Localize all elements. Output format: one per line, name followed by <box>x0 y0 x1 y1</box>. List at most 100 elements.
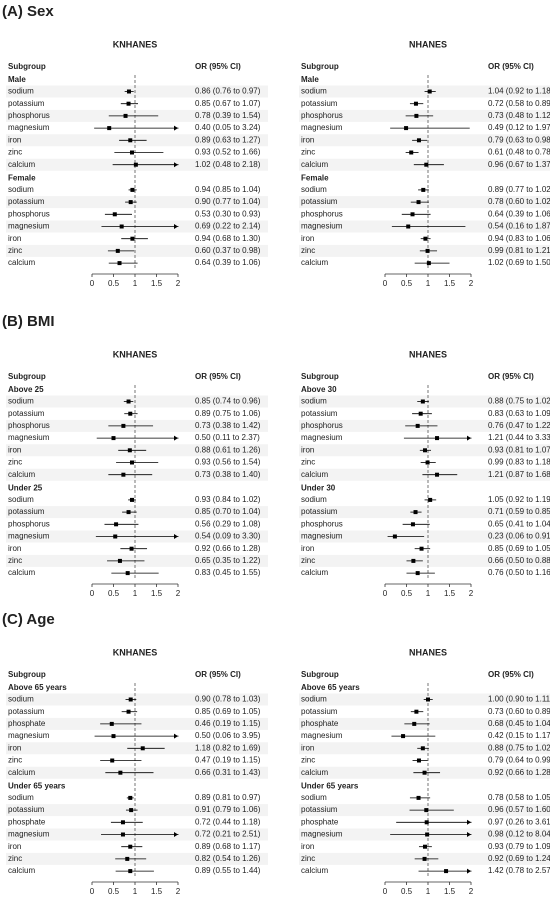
x-tick-label: 1.5 <box>151 589 163 598</box>
value-label: 0.94 (0.85 to 1.04) <box>195 185 261 194</box>
x-tick-label: 1 <box>133 589 138 598</box>
overflow-arrow <box>467 832 471 837</box>
value-label: 0.65 (0.41 to 1.04) <box>488 519 550 528</box>
point-estimate <box>129 808 134 813</box>
value-label: 0.94 (0.68 to 1.30) <box>195 234 261 243</box>
x-tick-label: 2 <box>176 589 181 598</box>
value-label: 0.99 (0.81 to 1.21) <box>488 246 550 255</box>
panel-title: KNHANES <box>113 349 158 359</box>
row-label: sodium <box>8 495 34 504</box>
value-label: 1.04 (0.92 to 1.18) <box>488 87 550 96</box>
column-header: Subgroup <box>8 670 46 679</box>
row-label: phosphate <box>301 817 339 826</box>
row-label: phosphorus <box>8 111 50 120</box>
column-header: OR (95% CI) <box>488 62 534 71</box>
point-estimate <box>129 546 134 551</box>
point-estimate <box>416 795 421 800</box>
point-estimate <box>425 460 430 465</box>
group-label: Under 25 <box>8 484 43 493</box>
value-label: 0.85 (0.67 to 1.07) <box>195 99 261 108</box>
row-label: calcium <box>301 768 328 777</box>
value-label: 0.93 (0.52 to 1.66) <box>195 148 261 157</box>
value-label: 0.94 (0.83 to 1.06) <box>488 234 550 243</box>
row-label: magnesium <box>301 433 343 442</box>
x-tick-label: 0 <box>383 589 388 598</box>
point-estimate <box>415 423 420 428</box>
point-estimate <box>126 101 131 106</box>
value-label: 0.72 (0.21 to 2.51) <box>195 830 261 839</box>
row-label: phosphorus <box>301 209 343 218</box>
column-header: OR (95% CI) <box>488 670 534 679</box>
x-tick-label: 2 <box>176 887 181 896</box>
row-label: potassium <box>301 805 338 814</box>
forest-panel: NHANES Subgroup OR (95% CI) Male Female sodiu… <box>299 39 550 288</box>
x-tick-label: 0.5 <box>108 887 120 896</box>
value-label: 1.42 (0.78 to 2.57) <box>488 866 550 875</box>
value-label: 0.82 (0.54 to 1.26) <box>195 854 261 863</box>
row-label: magnesium <box>301 731 343 740</box>
point-estimate <box>428 497 433 502</box>
value-label: 0.90 (0.77 to 1.04) <box>195 197 261 206</box>
point-estimate <box>112 212 117 217</box>
point-estimate <box>435 436 440 441</box>
x-tick-label: 0.5 <box>401 887 413 896</box>
value-label: 0.64 (0.39 to 1.06) <box>195 258 261 267</box>
section-heading: (B) BMI <box>2 313 55 330</box>
value-label: 0.89 (0.63 to 1.27) <box>195 135 261 144</box>
overflow-arrow <box>174 832 178 837</box>
x-tick-label: 1 <box>426 589 431 598</box>
value-label: 0.85 (0.69 to 1.05) <box>488 544 550 553</box>
overflow-arrow <box>174 435 178 441</box>
x-tick-label: 0 <box>90 279 95 288</box>
row-label: calcium <box>8 866 35 875</box>
x-tick-label: 2 <box>176 279 181 288</box>
point-estimate <box>411 558 416 563</box>
x-tick-label: 2 <box>469 279 474 288</box>
value-label: 0.56 (0.29 to 1.08) <box>195 519 261 528</box>
row-label: potassium <box>8 99 45 108</box>
row-label: calcium <box>8 470 35 479</box>
value-label: 0.89 (0.81 to 0.97) <box>195 793 261 802</box>
point-estimate <box>126 399 131 404</box>
row-label: phosphorus <box>301 421 343 430</box>
value-label: 1.05 (0.92 to 1.19) <box>488 495 550 504</box>
forest-panel: KNHANES Subgroup OR (95% CI) Above 65 years… <box>6 647 268 896</box>
panel-title: NHANES <box>409 349 447 359</box>
x-tick-label: 1 <box>133 887 138 896</box>
row-label: iron <box>301 842 314 851</box>
value-label: 0.76 (0.50 to 1.16) <box>488 568 550 577</box>
value-label: 0.93 (0.81 to 1.07) <box>488 445 550 454</box>
row-label: calcium <box>8 258 35 267</box>
row-label: magnesium <box>8 532 50 541</box>
forest-panel: NHANES Subgroup OR (95% CI) Above 30 Under 3… <box>299 349 550 598</box>
value-label: 0.78 (0.39 to 1.54) <box>195 111 261 120</box>
value-label: 0.98 (0.12 to 8.04) <box>488 830 550 839</box>
point-estimate <box>128 844 133 849</box>
point-estimate <box>114 522 119 527</box>
point-estimate <box>133 162 138 167</box>
panel-title: KNHANES <box>113 647 158 657</box>
value-label: 0.89 (0.75 to 1.06) <box>195 409 261 418</box>
row-label: zinc <box>8 756 22 765</box>
value-label: 0.76 (0.47 to 1.22) <box>488 421 550 430</box>
group-label: Under 65 years <box>8 782 66 791</box>
point-estimate <box>130 236 135 241</box>
row-label: phosphorus <box>8 421 50 430</box>
point-estimate <box>422 448 427 453</box>
panel-title: NHANES <box>409 39 447 49</box>
value-label: 0.61 (0.48 to 0.78) <box>488 148 550 157</box>
point-estimate <box>129 150 134 155</box>
value-label: 0.96 (0.67 to 1.37) <box>488 160 550 169</box>
point-estimate <box>412 721 417 726</box>
point-estimate <box>117 558 122 563</box>
row-label: sodium <box>8 793 34 802</box>
point-estimate <box>130 187 135 192</box>
value-label: 0.93 (0.56 to 1.54) <box>195 458 261 467</box>
row-label: phosphorus <box>301 519 343 528</box>
row-stripe <box>6 693 268 706</box>
value-label: 0.66 (0.50 to 0.88) <box>488 556 550 565</box>
point-estimate <box>123 113 128 118</box>
x-tick-label: 1 <box>426 279 431 288</box>
value-label: 1.02 (0.48 to 2.18) <box>195 160 261 169</box>
value-label: 0.93 (0.79 to 1.09) <box>488 842 550 851</box>
